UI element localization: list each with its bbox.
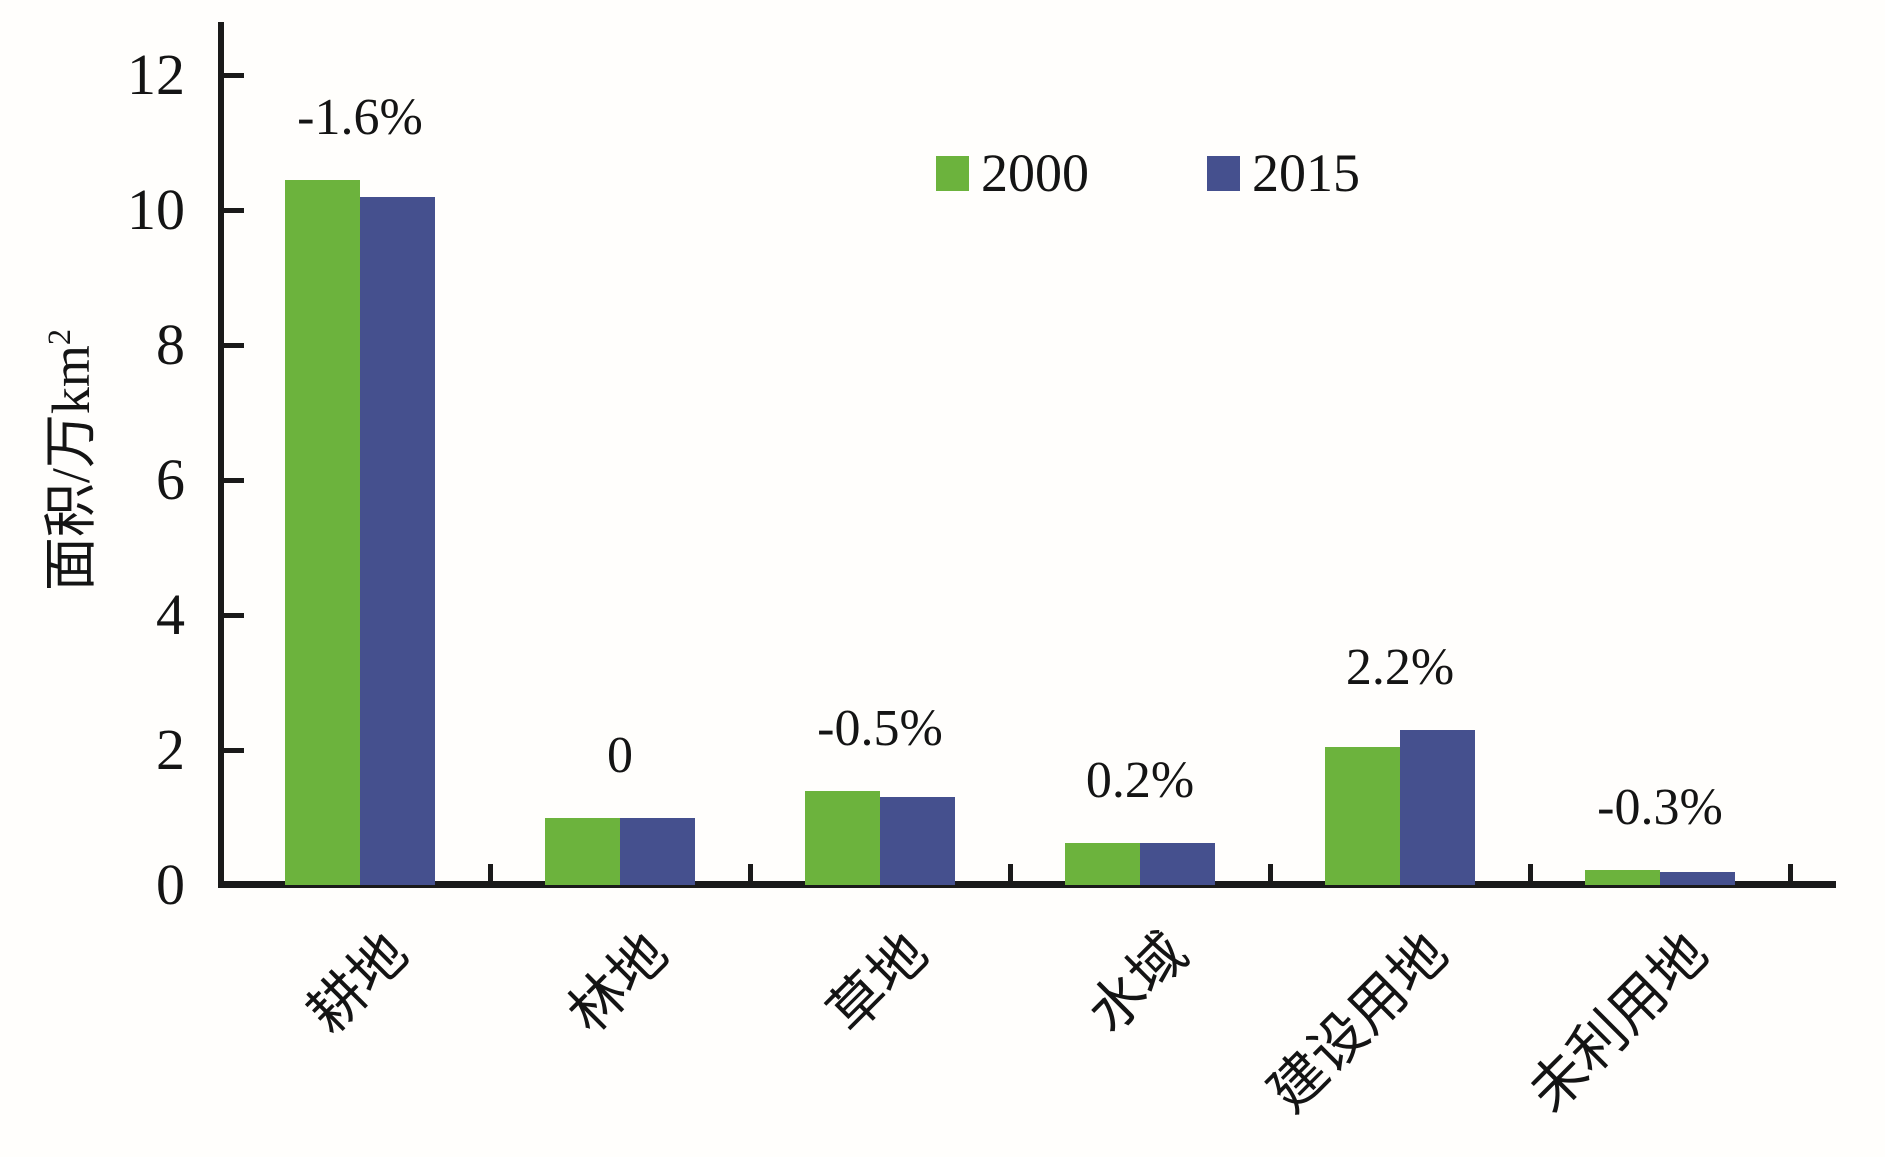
category-label-未利用地: 未利用地 <box>1517 922 1720 1125</box>
change-label-建设用地: 2.2% <box>1345 638 1455 696</box>
y-tick-label-12: 12 <box>127 42 185 107</box>
category-label-林地: 林地 <box>556 922 680 1046</box>
y-tick-8 <box>224 342 244 348</box>
plot-area: -1.6% 0 -0.5% 0.2% 2.2% -0.3% <box>285 88 1735 885</box>
y-tick-10 <box>224 207 244 213</box>
x-axis-line <box>218 881 1836 888</box>
bar-2000-水域 <box>1065 843 1140 885</box>
change-label-草地: -0.5% <box>817 699 943 757</box>
x-tick-1 <box>487 864 493 881</box>
legend-label-2015: 2015 <box>1252 143 1360 203</box>
bar-2000-林地 <box>545 817 620 885</box>
y-tick-label-4: 4 <box>156 582 185 647</box>
change-label-水域: 0.2% <box>1085 752 1195 810</box>
y-tick-label-0: 0 <box>156 852 185 917</box>
bar-2000-草地 <box>805 790 880 885</box>
x-tick-6 <box>1787 864 1793 881</box>
x-tick-3 <box>1007 864 1013 881</box>
category-label-草地: 草地 <box>816 922 940 1046</box>
legend-item-2000: 2000 <box>936 146 1089 200</box>
bar-2015-水域 <box>1140 843 1215 885</box>
legend-swatch-2000 <box>936 155 969 191</box>
bar-2015-林地 <box>620 817 695 885</box>
bar-2000-建设用地 <box>1325 746 1400 885</box>
legend-label-2000: 2000 <box>981 143 1089 203</box>
y-tick-label-8: 8 <box>156 312 185 377</box>
category-label-水域: 水域 <box>1076 922 1200 1046</box>
category-label-耕地: 耕地 <box>296 922 420 1046</box>
bar-2015-未利用地 <box>1660 872 1735 885</box>
legend-swatch-2015 <box>1207 155 1240 191</box>
change-label-未利用地: -0.3% <box>1597 779 1723 837</box>
y-tick-label-2: 2 <box>156 717 185 782</box>
category-label-建设用地: 建设用地 <box>1257 922 1460 1125</box>
y-tick-4 <box>224 612 244 618</box>
change-label-耕地: -1.6% <box>297 88 423 146</box>
legend: 2000 2015 <box>936 146 1360 200</box>
x-tick-5 <box>1527 864 1533 881</box>
bar-2000-耕地 <box>285 179 360 885</box>
y-tick-2 <box>224 747 244 753</box>
bar-2015-建设用地 <box>1400 729 1475 885</box>
bar-2000-未利用地 <box>1585 870 1660 885</box>
change-label-林地: 0 <box>607 726 633 784</box>
x-tick-4 <box>1267 864 1273 881</box>
y-tick-label-10: 10 <box>127 177 185 242</box>
bar-2015-草地 <box>880 797 955 885</box>
y-tick-6 <box>224 477 244 483</box>
y-tick-label-6: 6 <box>156 447 185 512</box>
y-tick-12 <box>224 72 244 78</box>
x-tick-2 <box>747 864 753 881</box>
bar-2015-耕地 <box>360 196 435 885</box>
legend-item-2015: 2015 <box>1207 146 1360 200</box>
y-axis-line <box>218 22 224 888</box>
